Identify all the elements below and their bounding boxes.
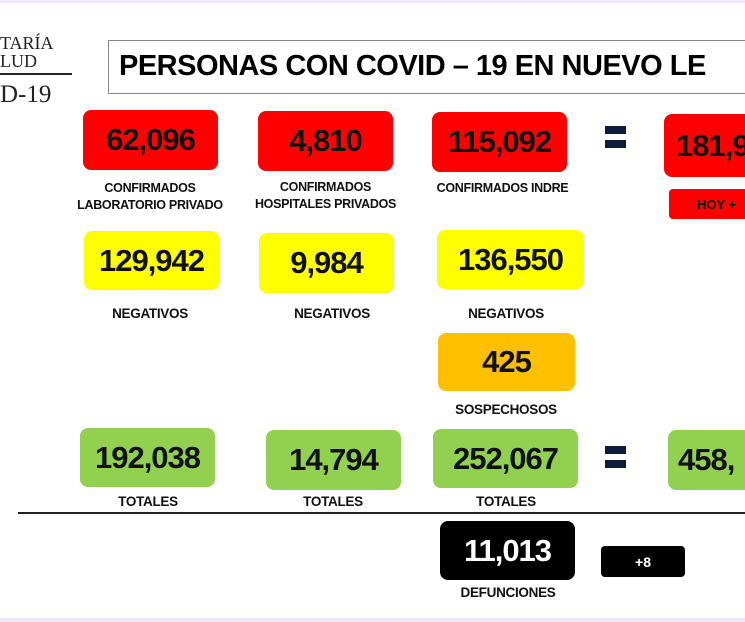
totals-private-hospitals-value: 14,794 bbox=[266, 430, 401, 490]
confirmed-today-badge: HOY + bbox=[669, 189, 745, 219]
equals-icon bbox=[605, 446, 626, 474]
confirmed-private-hospitals-value: 4,810 bbox=[258, 111, 393, 171]
confirmed-indre-label: CONFIRMADOS INDRE bbox=[436, 181, 569, 195]
title-box: PERSONAS CON COVID – 19 EN NUEVO LE bbox=[108, 40, 745, 94]
top-border bbox=[0, 0, 745, 3]
page-title: PERSONAS CON COVID – 19 EN NUEVO LE bbox=[119, 50, 706, 82]
logo-line-3: D-19 bbox=[0, 81, 52, 108]
negatives-private-lab-label: NEGATIVOS bbox=[112, 306, 188, 321]
suspects-label: SOSPECHOSOS bbox=[455, 402, 557, 417]
label-line: CONFIRMADOS bbox=[104, 181, 196, 195]
section-divider bbox=[18, 512, 745, 514]
grand-total-value: 458, bbox=[668, 430, 745, 490]
totals-private-lab-value: 192,038 bbox=[80, 428, 215, 487]
label-line: LABORATORIO PRIVADO bbox=[77, 198, 223, 212]
confirmed-indre-value: 115,092 bbox=[432, 112, 567, 172]
bottom-border bbox=[0, 618, 745, 622]
confirmed-private-lab-value: 62,096 bbox=[83, 110, 218, 170]
totals-indre-label: TOTALES bbox=[476, 494, 536, 509]
deaths-value: 11,013 bbox=[440, 521, 575, 580]
negatives-indre-label: NEGATIVOS bbox=[468, 306, 544, 321]
totals-private-hospitals-label: TOTALES bbox=[303, 494, 363, 509]
logo-divider bbox=[0, 73, 72, 75]
logo-line-2: LUD bbox=[0, 51, 37, 71]
equals-icon bbox=[605, 126, 626, 154]
totals-private-lab-label: TOTALES bbox=[118, 494, 178, 509]
suspects-value: 425 bbox=[438, 333, 575, 391]
logo-line-1: TARÍA bbox=[0, 33, 54, 53]
confirmed-total-value: 181,9 bbox=[664, 114, 745, 177]
label-line: HOSPITALES PRIVADOS bbox=[254, 197, 397, 211]
totals-indre-value: 252,067 bbox=[433, 429, 578, 488]
negatives-private-hospitals-value: 9,984 bbox=[259, 233, 394, 293]
negatives-private-hospitals-label: NEGATIVOS bbox=[294, 306, 370, 321]
negatives-private-lab-value: 129,942 bbox=[84, 231, 219, 290]
confirmed-private-hospitals-label: CONFIRMADOS HOSPITALES PRIVADOS bbox=[233, 179, 418, 213]
negatives-indre-value: 136,550 bbox=[437, 230, 584, 289]
deaths-today-badge: +8 bbox=[601, 546, 685, 577]
confirmed-private-lab-label: CONFIRMADOS LABORATORIO PRIVADO bbox=[55, 180, 245, 214]
deaths-label: DEFUNCIONES bbox=[460, 585, 556, 600]
label-line: CONFIRMADOS bbox=[279, 180, 372, 194]
